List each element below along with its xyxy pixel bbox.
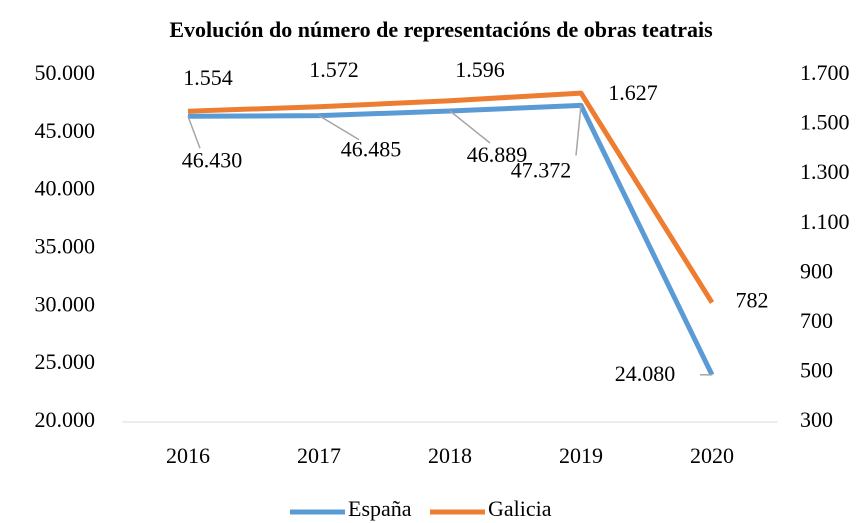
y2-tick-label: 700 — [800, 308, 833, 333]
leader-line — [187, 116, 201, 149]
y-tick-label: 20.000 — [35, 407, 96, 432]
y2-tick-label: 1.500 — [800, 110, 850, 135]
y-tick-label: 40.000 — [35, 176, 96, 201]
series-line — [187, 102, 715, 376]
data-label: 1.596 — [455, 57, 505, 82]
y2-tick-label: 1.100 — [800, 209, 850, 234]
series-line — [187, 90, 715, 304]
data-label: 1.627 — [608, 80, 658, 105]
x-tick-label: 2018 — [428, 443, 472, 468]
y2-tick-label: 1.300 — [800, 159, 850, 184]
legend-label: España — [348, 496, 412, 521]
y-tick-label: 50.000 — [35, 60, 96, 85]
data-label: 1.572 — [309, 57, 359, 82]
data-label: 24.080 — [615, 361, 676, 386]
data-label: 782 — [736, 288, 769, 313]
y-tick-label: 25.000 — [35, 349, 96, 374]
y-tick-label: 35.000 — [35, 234, 96, 259]
data-label: 46.889 — [467, 142, 528, 167]
x-tick-label: 2017 — [297, 443, 341, 468]
data-label: 46.430 — [182, 147, 243, 172]
x-tick-label: 2016 — [166, 443, 210, 468]
leader-line — [575, 105, 582, 156]
y2-tick-label: 500 — [800, 357, 833, 382]
y-tick-label: 30.000 — [35, 291, 96, 316]
y2-tick-label: 300 — [800, 407, 833, 432]
data-label: 1.554 — [183, 65, 233, 90]
y2-tick-label: 900 — [800, 258, 833, 283]
x-tick-label: 2019 — [559, 443, 603, 468]
chart-title: Evolución do número de representacións d… — [169, 17, 713, 42]
data-label: 47.372 — [511, 157, 572, 182]
x-tick-label: 2020 — [690, 443, 734, 468]
leader-line — [449, 110, 491, 144]
data-label: 46.485 — [341, 137, 402, 162]
y-tick-label: 45.000 — [35, 118, 96, 143]
y2-tick-label: 1.700 — [800, 60, 850, 85]
legend-label: Galicia — [488, 496, 552, 521]
leader-line — [318, 115, 360, 141]
